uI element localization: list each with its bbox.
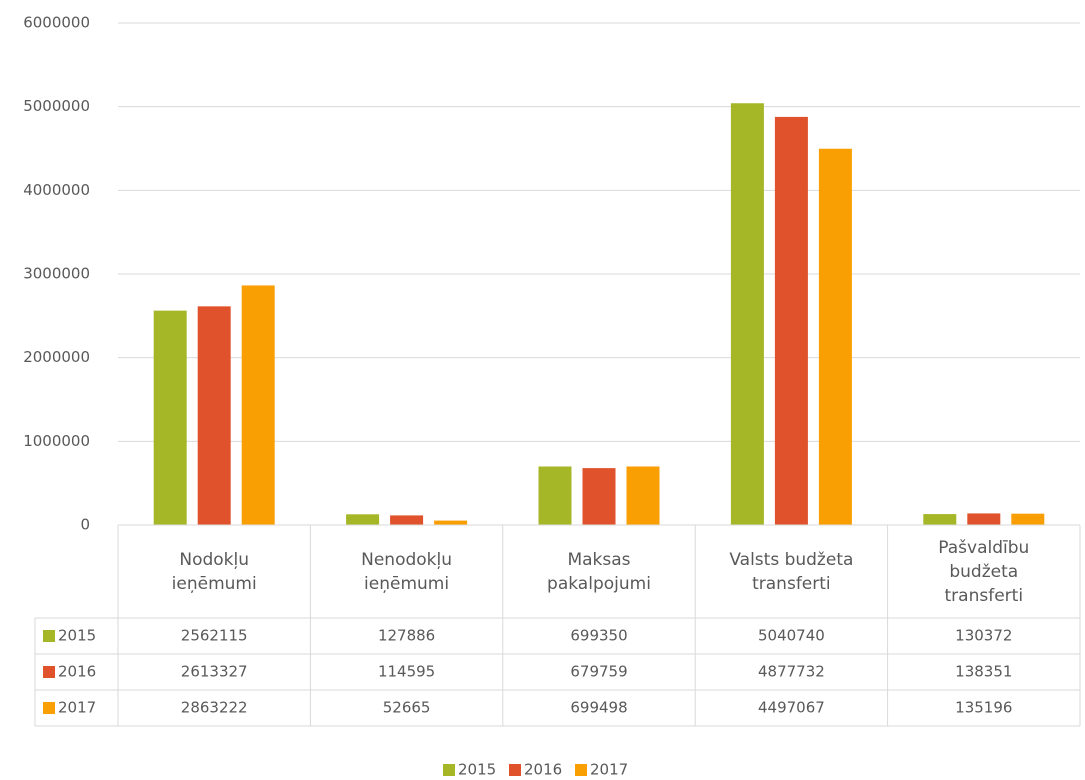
legend-key — [43, 630, 55, 642]
y-tick-label: 1000000 — [23, 432, 90, 450]
category-label: Maksas pakalpojumi — [503, 525, 695, 618]
category-text: Pašvaldību budžeta transferti — [938, 537, 1030, 606]
table-value: 5040740 — [758, 627, 825, 645]
legend-key — [43, 702, 55, 714]
bar — [818, 148, 852, 525]
legend-label: 2017 — [590, 761, 628, 779]
bar — [967, 513, 1001, 525]
category-label: Pašvaldību budžeta transferti — [888, 525, 1080, 618]
bar — [774, 116, 808, 525]
legend-label: 2015 — [458, 761, 496, 779]
bar — [582, 468, 616, 525]
table-value: 679759 — [570, 663, 627, 681]
table-value: 699498 — [570, 699, 627, 717]
y-tick-label: 4000000 — [23, 181, 90, 199]
y-tick-label: 2000000 — [23, 348, 90, 366]
category-text: Maksas pakalpojumi — [547, 549, 651, 594]
bar — [730, 103, 764, 525]
table-value: 699350 — [570, 627, 627, 645]
legend-key — [43, 666, 55, 678]
table-value: 114595 — [378, 663, 435, 681]
table-value: 127886 — [378, 627, 435, 645]
bar — [1011, 513, 1045, 525]
table-series-name: 2017 — [58, 699, 96, 717]
bar — [626, 466, 660, 525]
table-value: 2562115 — [181, 627, 248, 645]
bar — [241, 285, 275, 525]
bar — [923, 514, 957, 525]
bar — [434, 520, 468, 525]
y-tick-label: 3000000 — [23, 265, 90, 283]
table-value: 135196 — [955, 699, 1012, 717]
bar — [197, 306, 231, 525]
y-tick-label: 0 — [80, 516, 90, 534]
legend-key — [575, 764, 587, 776]
legend-key — [509, 764, 521, 776]
category-text: Nodokļu ieņēmumi — [171, 549, 257, 594]
bar — [153, 310, 187, 525]
table-value: 138351 — [955, 663, 1012, 681]
table-series-name: 2016 — [58, 663, 96, 681]
table-series-name: 2015 — [58, 627, 96, 645]
table-value: 4497067 — [758, 699, 825, 717]
table-value: 2863222 — [181, 699, 248, 717]
table-value: 2613327 — [181, 663, 248, 681]
bar — [390, 515, 424, 525]
table-value: 4877732 — [758, 663, 825, 681]
category-label: Valsts budžeta transferti — [695, 525, 887, 618]
category-text: Valsts budžeta transferti — [729, 549, 854, 594]
y-tick-label: 6000000 — [23, 14, 90, 32]
y-tick-label: 5000000 — [23, 97, 90, 115]
category-label: Nenodokļu ieņēmumi — [310, 525, 502, 618]
bar — [538, 466, 572, 525]
table-value: 130372 — [955, 627, 1012, 645]
category-label: Nodokļu ieņēmumi — [118, 525, 310, 618]
table-value: 52665 — [383, 699, 431, 717]
legend-label: 2016 — [524, 761, 562, 779]
bar — [346, 514, 380, 525]
legend-key — [443, 764, 455, 776]
category-text: Nenodokļu ieņēmumi — [361, 549, 453, 594]
